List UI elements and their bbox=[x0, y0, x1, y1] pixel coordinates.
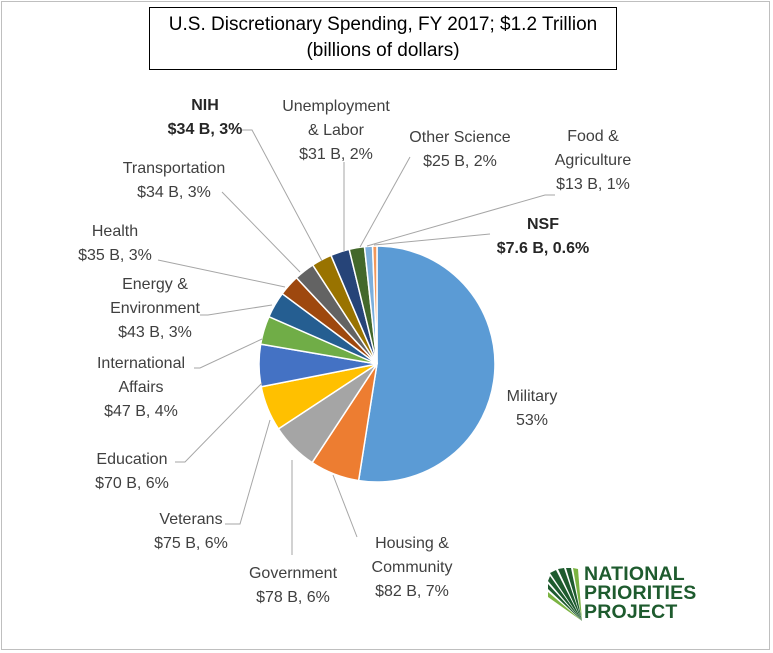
logo-rays-icon bbox=[548, 568, 582, 621]
label-housing-and-community: Housing & Community $82 B, 7% bbox=[372, 535, 453, 600]
label-other-science: Other Science $25 B, 2% bbox=[409, 129, 510, 170]
label-food-and-agriculture: Food & Agriculture $13 B, 1% bbox=[555, 128, 632, 193]
leader-line-nsf bbox=[373, 233, 491, 246]
logo-line2: PRIORITIES bbox=[584, 582, 697, 604]
slice-military bbox=[357, 245, 496, 483]
logo-wordmark: NATIONAL PRIORITIES PROJECT bbox=[584, 563, 697, 623]
leader-line-energy-and-environment bbox=[200, 304, 273, 316]
leader-line-health bbox=[157, 259, 286, 288]
label-energy-and-environment: Energy & Environment $43 B, 3% bbox=[110, 276, 200, 341]
leader-line-nih bbox=[242, 129, 323, 262]
label-international-affairs: International Affairs $47 B, 4% bbox=[97, 355, 185, 420]
logo-line1: NATIONAL bbox=[584, 563, 685, 585]
label-education: Education $70 B, 6% bbox=[95, 451, 169, 492]
slice-nsf bbox=[371, 245, 378, 365]
label-unemployment-and-labor: Unemployment & Labor $31 B, 2% bbox=[282, 98, 390, 163]
chart-title-line1: U.S. Discretionary Spending, FY 2017; $1… bbox=[168, 14, 598, 35]
label-nih: NIH $34 B, 3% bbox=[168, 97, 243, 138]
national-priorities-project-logo: NATIONAL PRIORITIES PROJECT bbox=[548, 563, 748, 623]
leader-line-housing-and-community bbox=[332, 474, 358, 538]
label-military: Military 53% bbox=[507, 388, 558, 429]
label-health: Health $35 B, 3% bbox=[78, 223, 152, 264]
slice-labels: Military 53% Housing & Community $82 B, 7% Go… bbox=[78, 97, 631, 606]
leader-lines bbox=[157, 129, 555, 555]
logo-line3: PROJECT bbox=[584, 601, 678, 623]
label-government: Government $78 B, 6% bbox=[249, 565, 338, 606]
pie-slices bbox=[258, 245, 496, 483]
label-veterans: Veterans $75 B, 6% bbox=[154, 511, 228, 552]
chart-title: U.S. Discretionary Spending, FY 2017; $1… bbox=[149, 7, 617, 70]
leader-line-veterans bbox=[225, 419, 271, 525]
leader-line-transportation bbox=[221, 191, 301, 273]
leader-line-education bbox=[175, 382, 263, 463]
label-nsf: NSF $7.6 B, 0.6% bbox=[497, 216, 590, 257]
chart-title-line2: (billions of dollars) bbox=[306, 40, 460, 61]
leader-line-other-science bbox=[359, 156, 411, 248]
label-transportation: Transportation $34 B, 3% bbox=[123, 160, 226, 201]
leader-line-international-affairs bbox=[194, 338, 263, 369]
leader-line-food-and-agriculture bbox=[366, 194, 555, 247]
